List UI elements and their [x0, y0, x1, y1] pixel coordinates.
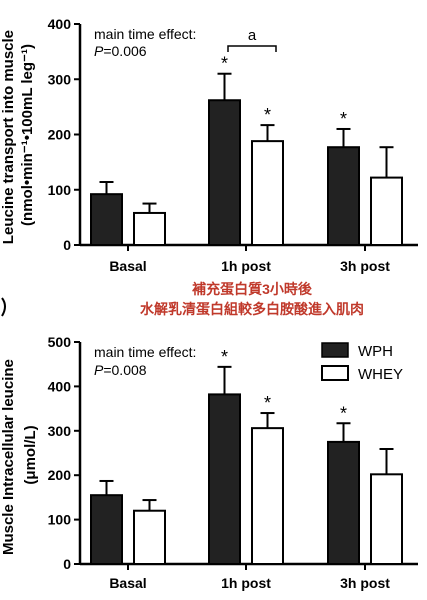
- chart1-category-label: 1h post: [221, 258, 271, 274]
- chart1-ylabel-line1: Leucine transport into muscle: [0, 30, 17, 244]
- legend: WPH WHEY: [321, 342, 403, 383]
- chart2-category-label: 3h post: [340, 575, 390, 591]
- caption-line2: 水解乳清蛋白組較多白胺酸進入肌肉: [140, 301, 364, 317]
- chart2-annotation-line1: main time effect:: [94, 344, 196, 360]
- chart2-ytick-label: 0: [63, 556, 71, 572]
- chart1-category-label: Basal: [109, 258, 146, 274]
- chart1-significance-marker: *: [221, 54, 228, 74]
- chart1-bar-whey: [133, 211, 166, 246]
- chart2-ytick-label: 500: [48, 334, 72, 350]
- chart2-significance-marker: *: [340, 403, 347, 423]
- chart1-ytick-label: 300: [48, 71, 72, 87]
- chart1-bar-wph: [90, 193, 123, 246]
- panel-label-fragment: [1, 297, 6, 317]
- chart2-ylabel-line1: Muscle Intracellular leucine: [0, 359, 17, 555]
- chart1-annotation-p: P=0.006: [94, 43, 147, 59]
- chart1-significance-marker: *: [340, 109, 347, 129]
- chart2-significance-marker: *: [264, 393, 271, 413]
- chart2-ytick-label: 300: [48, 423, 72, 439]
- chart1-ytick-label: 0: [63, 237, 71, 253]
- chart2-category-label: Basal: [109, 575, 146, 591]
- legend-whey-swatch: [321, 365, 349, 381]
- chart2-bar-wph: [208, 393, 241, 565]
- chart2-category-label: 1h post: [221, 575, 271, 591]
- chart1-bar-wph: [327, 146, 360, 247]
- caption-line1: 補充蛋白質3小時後: [191, 281, 313, 297]
- chart2-bar-whey: [133, 509, 166, 565]
- chart2-bar-wph: [327, 440, 360, 565]
- chart1-significance-marker: *: [264, 105, 271, 125]
- chart1-ylabel: Leucine transport into muscle (nmol•min⁻…: [0, 26, 36, 244]
- legend-wph-label: WPH: [358, 343, 393, 360]
- chart2-ytick-label: 100: [48, 512, 72, 528]
- chart1-bracket-line: [227, 45, 277, 52]
- chart2-ytick-label: 200: [48, 467, 72, 483]
- chart2-bar-wph: [90, 494, 123, 565]
- legend-whey-label: WHEY: [358, 366, 403, 383]
- chart1-p-value: =0.006: [103, 43, 146, 59]
- chart-leucine-transport: Leucine transport into muscle (nmol•min⁻…: [0, 16, 418, 274]
- chart2-p-value: =0.008: [103, 362, 146, 378]
- chart1-ylabel-line2: (nmol•min⁻¹•100mL leg⁻¹): [19, 44, 36, 226]
- chart1-ytick-label: 200: [48, 127, 72, 143]
- chart1-p-label: P: [94, 43, 104, 59]
- chart1-significance-bracket: a: [227, 27, 277, 52]
- chart1-annotation-line1: main time effect:: [94, 26, 196, 42]
- chart2-ytick-label: 400: [48, 378, 72, 394]
- chart2-significance-marker: *: [221, 347, 228, 367]
- chart2-bar-whey: [370, 473, 403, 566]
- chart1-category-label: 3h post: [340, 258, 390, 274]
- legend-wph-swatch: [321, 342, 349, 358]
- chart1-bar-whey: [370, 176, 403, 246]
- chart2-annotation-p: P=0.008: [94, 362, 147, 378]
- chart1-bar-wph: [208, 99, 241, 247]
- chart2-bar-whey: [251, 427, 284, 565]
- chart1-bar-whey: [251, 140, 284, 247]
- chart2-ylabel-line2: (μmol/L): [22, 425, 39, 484]
- chart1-ytick-label: 400: [48, 16, 72, 32]
- chart-intracellular-leucine: Muscle Intracellular leucine (μmol/L) ma…: [0, 334, 418, 591]
- caption: 補充蛋白質3小時後 水解乳清蛋白組較多白胺酸進入肌肉: [140, 281, 364, 317]
- chart2-p-label: P: [94, 362, 104, 378]
- chart1-ytick-label: 100: [48, 182, 72, 198]
- chart2-ylabel: Muscle Intracellular leucine (μmol/L): [0, 355, 39, 555]
- chart1-bracket-label: a: [248, 27, 257, 44]
